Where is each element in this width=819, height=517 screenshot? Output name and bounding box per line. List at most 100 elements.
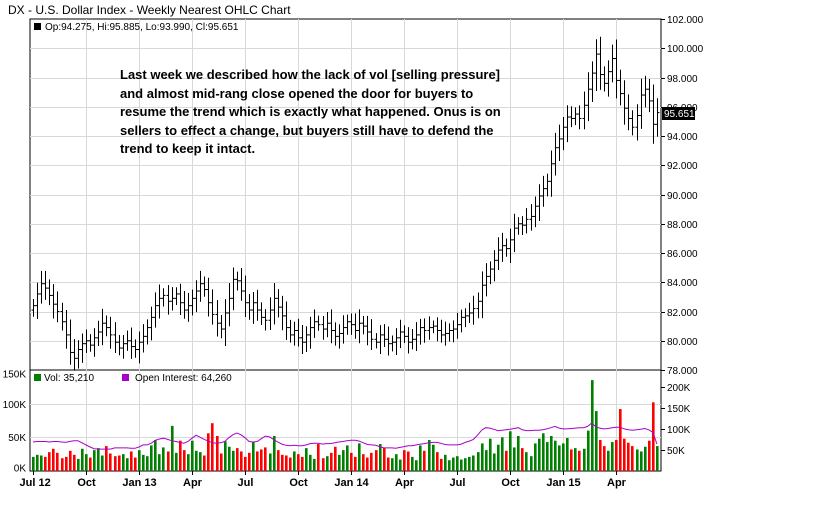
ohlc-bar (64, 309, 69, 349)
ohlc-bar (141, 324, 146, 353)
ohlc-bar (447, 323, 452, 342)
price-tick-label: 100.000 (667, 44, 704, 55)
ohlc-bar (288, 319, 293, 343)
volume-bar (228, 446, 231, 471)
volume-bar (358, 443, 361, 471)
volume-bar (191, 440, 194, 471)
ohlc-bar (557, 124, 562, 162)
ohlc-bar (520, 216, 525, 235)
ohlc-bar (117, 335, 122, 356)
volume-bar (32, 456, 35, 471)
volume-bar (448, 460, 451, 471)
volume-bar (48, 452, 51, 471)
ohlc-bar (166, 285, 171, 315)
ohlc-bar (304, 326, 309, 352)
volume-series (32, 380, 659, 471)
ohlc-bar (647, 78, 652, 113)
volume-bar (599, 440, 602, 471)
volume-bar (436, 452, 439, 471)
ohlc-bar (178, 283, 183, 316)
volume-bar (440, 458, 443, 471)
ohlc-bar (398, 319, 403, 349)
volume-bar (554, 440, 557, 471)
ohlc-bar (361, 316, 366, 335)
volume-bar (415, 460, 418, 471)
volume-bar (534, 443, 537, 471)
ohlc-bar (125, 330, 130, 351)
volume-bar (56, 452, 59, 471)
volume-bar (603, 446, 606, 471)
ohlc-bar (626, 94, 631, 131)
ohlc-bar (292, 321, 297, 346)
volume-bar (158, 454, 161, 471)
volume-bar (391, 458, 394, 471)
volume-bar (644, 446, 647, 471)
ohlc-bar (300, 325, 305, 354)
time-tick-label: Jan 13 (122, 477, 156, 489)
volume-bar (142, 454, 145, 471)
last-price-label: 95.651 (664, 109, 695, 120)
volume-bar (252, 442, 255, 471)
volume-bar (583, 448, 586, 471)
volume-bar (97, 448, 100, 471)
ohlc-bar (414, 322, 419, 352)
ohlc-bar (35, 282, 40, 319)
volume-bar (525, 452, 528, 471)
volume-bar (73, 454, 76, 471)
ohlc-bar (573, 107, 578, 126)
volume-bar (460, 459, 463, 471)
ohlc-bar (602, 66, 607, 92)
ohlc-bar (198, 270, 203, 302)
volume-bar (375, 450, 378, 471)
ohlc-bar (206, 277, 211, 317)
oi-tick-label: 50K (667, 446, 685, 457)
ohlc-bar (537, 184, 542, 222)
volume-bar (326, 456, 329, 471)
volume-bar (542, 433, 545, 471)
time-tick-label: Jul (450, 477, 466, 489)
ohlc-bar (533, 196, 538, 228)
volume-bar (395, 454, 398, 471)
volume-bar (134, 457, 137, 471)
volume-bar (521, 448, 524, 471)
ohlc-bar (235, 271, 240, 291)
oi-legend-swatch (122, 374, 129, 381)
volume-bar (432, 444, 435, 471)
ohlc-bar (329, 309, 334, 344)
volume-bar (419, 445, 422, 471)
volume-tick-label: 100K (3, 400, 27, 411)
ohlc-bar (516, 217, 521, 235)
ohlc-bar (402, 325, 407, 344)
ohlc-bar (476, 292, 481, 319)
ohlc-bar (321, 315, 326, 340)
volume-bar (89, 457, 92, 471)
ohlc-legend-swatch (34, 23, 41, 30)
volume-bar (77, 458, 80, 471)
ohlc-bar (467, 302, 472, 324)
ohlc-bar (259, 302, 264, 326)
ohlc-bar (406, 327, 411, 354)
volume-legend-text: Vol: 35,210 (44, 373, 94, 384)
ohlc-bar (422, 318, 427, 343)
volume-bar (52, 448, 55, 471)
price-tick-label: 84.000 (667, 278, 698, 289)
volume-bar (273, 435, 276, 471)
ohlc-bar (353, 313, 358, 339)
chart-annotation: Last week we described how the lack of v… (120, 67, 501, 156)
volume-bar (309, 454, 312, 471)
ohlc-bar (72, 339, 77, 371)
ohlc-bar (255, 289, 260, 321)
ohlc-bar (451, 320, 456, 343)
volume-bar (477, 452, 480, 471)
ohlc-bar (582, 91, 587, 130)
volume-tick-label: 50K (8, 433, 26, 444)
ohlc-bar (480, 271, 485, 319)
time-axis: Jul 12 Oct Jan 13 Apr Jul Oct Jan 14 Apr Jul Oct J… (20, 471, 627, 489)
ohlc-bar (296, 318, 301, 347)
ohlc-bar (496, 237, 501, 271)
volume-bar (489, 438, 492, 471)
ohlc-bar (80, 333, 85, 363)
ohlc-bar (215, 300, 220, 337)
ohlc-bar (316, 315, 321, 331)
